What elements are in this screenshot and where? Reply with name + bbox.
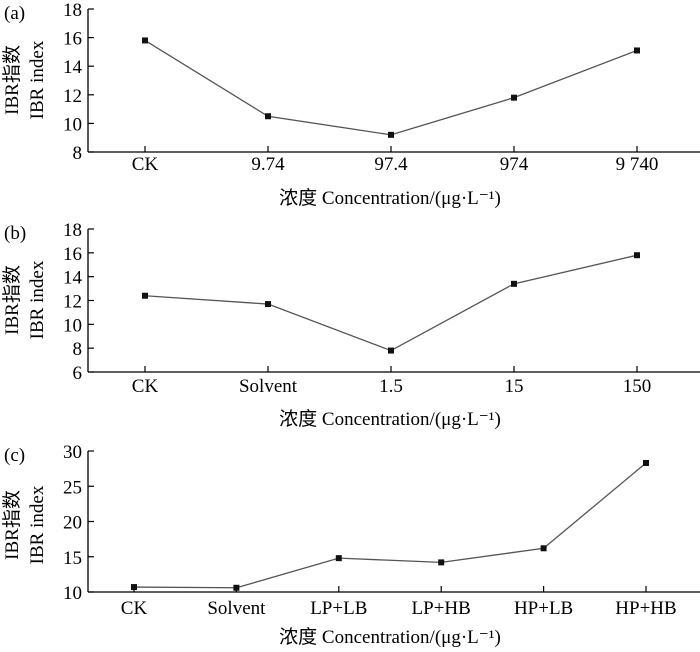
panel-b-xtick-label: Solvent [239,376,298,397]
panel-b-ylabel-cn: IBR指数 [1,265,23,335]
panel-c-data-point [438,559,445,566]
panel-c-ytick-label: 10 [63,583,82,604]
panel-c-ytick-label: 25 [63,477,82,498]
panel-a-xtick-label: 9.74 [251,154,285,175]
panel-a-ylabel-cn: IBR指数 [1,45,23,115]
panel-b-xtick-label: 1.5 [379,376,403,397]
panel-c-xtick-label: HP+LB [514,598,573,619]
panel-a-data-point [511,94,517,101]
panel-b-xtick-label: CK [132,376,159,397]
panel-a-ylabel-en: IBR index [27,40,48,119]
panel-b: (b) IBR指数 IBR index 浓度 Concentration/(μg… [1,220,700,430]
panel-b-ytick-label: 6 [73,363,83,384]
panel-c-xtick-label: LP+HB [412,598,471,619]
panel-b-ylabel-en: IBR index [27,260,48,339]
panel-c: (c) IBR指数 IBR index 浓度 Concentration/(μg… [1,442,700,648]
panel-b-ytick-label: 12 [63,292,82,313]
panel-b-ytick-label: 14 [63,268,83,289]
panel-a-data-point [142,37,148,44]
panel-c-xlabel: 浓度 Concentration/(μg·L⁻¹) [279,626,501,648]
panel-b-ytick-label: 18 [63,220,82,241]
panel-a-xtick-label: 97.4 [374,154,408,175]
panel-b-series-line [144,254,638,352]
panel-a-xlabel: 浓度 Concentration/(μg·L⁻¹) [279,187,501,209]
panel-b-xtick-label: 150 [623,376,652,397]
panel-a-ytick-label: 16 [63,29,82,50]
panel-c-label: (c) [4,445,25,466]
panel-c-data-point [540,545,547,552]
panel-c-xtick-label: HP+HB [615,598,676,619]
panel-a-ytick-label: 8 [73,143,83,164]
panel-b-data-point [142,292,148,299]
panel-a-ytick-label: 10 [63,114,82,135]
panel-c-ylabel-en: IBR index [27,485,48,564]
panel-b-ytick-label: 16 [63,244,82,265]
panel-a-data-point [265,113,271,120]
panel-a-xtick-label: CK [132,154,159,175]
panel-a-xtick-label: 974 [500,154,529,175]
panel-a-data-point [634,47,640,54]
panel-c-ytick-label: 20 [63,513,82,534]
panel-a-ytick-label: 14 [63,57,83,78]
panel-c-data-point [233,584,240,591]
panel-b-ytick-label: 10 [63,315,82,336]
panel-a-label: (a) [4,3,25,24]
panel-c-data-point [643,459,649,466]
panel-a: (a) IBR指数 IBR index 浓度 Concentration/(μg… [1,0,700,209]
panel-c-data-point [131,584,137,591]
panel-b-label: (b) [4,223,26,244]
panel-c-ytick-label: 15 [63,548,82,569]
panel-c-series-line [133,462,647,589]
panel-a-ytick-label: 12 [63,86,82,107]
panel-a-ytick-label: 18 [63,0,82,21]
panel-c-data-point [335,555,342,562]
panel-b-data-point [265,301,271,308]
panel-a-series-line [144,39,638,136]
panel-c-ylabel-cn: IBR指数 [1,490,23,560]
panel-a-data-point [388,131,394,138]
panel-b-data-point [511,280,517,287]
panel-c-xtick-label: CK [121,598,148,619]
panel-c-ytick-label: 30 [63,442,82,463]
panel-b-ytick-label: 8 [73,339,83,360]
panel-b-xtick-label: 15 [505,376,524,397]
panel-b-data-point [634,252,640,259]
panel-c-xtick-label: LP+LB [310,598,367,619]
panel-a-xtick-label: 9 740 [616,154,659,175]
panel-b-data-point [388,347,394,354]
panel-b-xlabel: 浓度 Concentration/(μg·L⁻¹) [279,408,501,430]
panel-c-xtick-label: Solvent [207,598,266,619]
